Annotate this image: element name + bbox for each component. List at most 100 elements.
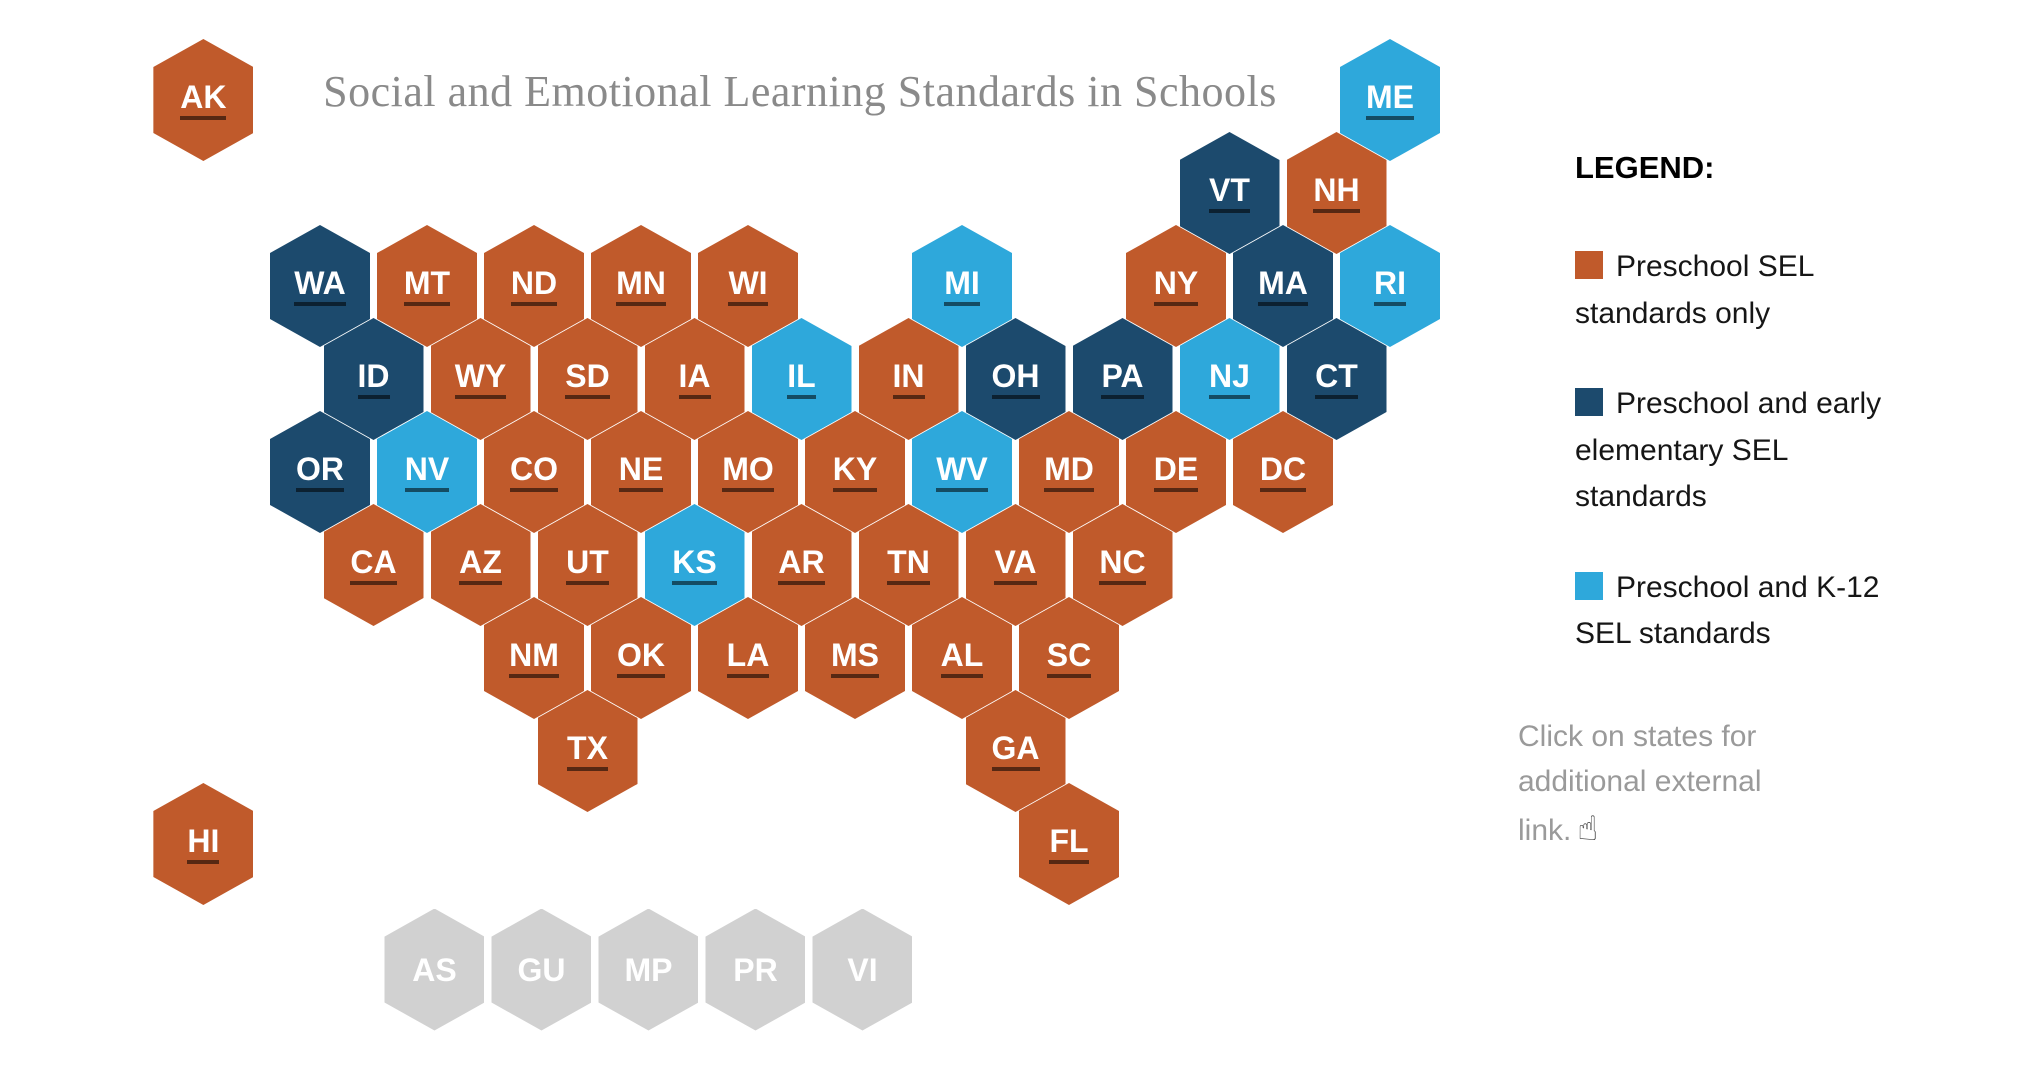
territory-label: VI (847, 951, 878, 988)
state-hex-CA[interactable]: CA (323, 504, 424, 626)
state-hex-OR[interactable]: OR (270, 411, 370, 533)
state-label: SC (1046, 639, 1092, 678)
state-label: MD (1044, 453, 1094, 492)
state-label: ND (510, 267, 558, 306)
legend-swatch-lightblue (1575, 571, 1603, 600)
state-hex-DE[interactable]: DE (1126, 411, 1226, 533)
state-hex-SD[interactable]: SD (537, 318, 638, 440)
state-label: CO (510, 453, 558, 492)
state-label: NV (404, 453, 450, 492)
state-hex-AR[interactable]: AR (751, 504, 852, 626)
state-hex-OH[interactable]: OH (965, 318, 1066, 440)
state-label: IL (787, 360, 816, 399)
state-hex-VA[interactable]: VA (965, 504, 1066, 626)
state-label: WI (728, 267, 768, 306)
state-label: FL (1049, 825, 1089, 864)
state-label: WY (454, 360, 507, 399)
state-hex-KY[interactable]: KY (805, 411, 905, 533)
state-hex-MI[interactable]: MI (912, 225, 1012, 347)
territory-hex-VI: VI (812, 908, 913, 1031)
territory-hex-GU: GU (491, 908, 592, 1031)
state-label: SD (565, 360, 610, 399)
state-label: DC (1259, 453, 1307, 492)
state-label: AR (778, 546, 825, 585)
state-label: NH (1313, 174, 1360, 213)
state-hex-CO[interactable]: CO (484, 411, 584, 533)
state-label: LA (726, 639, 770, 678)
state-hex-NV[interactable]: NV (377, 411, 477, 533)
state-hex-AZ[interactable]: AZ (430, 504, 531, 626)
state-hex-WA[interactable]: WA (270, 225, 370, 347)
state-label: CA (350, 546, 397, 585)
state-hex-IL[interactable]: IL (751, 318, 852, 440)
state-hex-MA[interactable]: MA (1233, 225, 1333, 347)
state-label: MI (944, 267, 980, 306)
state-label: RI (1374, 267, 1406, 306)
state-hex-NM[interactable]: NM (484, 597, 584, 719)
state-hex-CT[interactable]: CT (1286, 318, 1387, 440)
territory-label: MP (624, 951, 673, 988)
state-label: AK (180, 81, 227, 120)
state-hex-NC[interactable]: NC (1072, 504, 1173, 626)
territory-hex-AS: AS (384, 908, 485, 1031)
state-hex-WV[interactable]: WV (912, 411, 1012, 533)
state-hex-MT[interactable]: MT (377, 225, 477, 347)
legend-swatch-orange (1575, 251, 1603, 279)
state-hex-TN[interactable]: TN (858, 504, 959, 626)
state-label: KY (832, 453, 878, 492)
state-hex-KS[interactable]: KS (644, 504, 745, 626)
state-hex-ME[interactable]: ME (1340, 39, 1440, 161)
state-hex-AK[interactable]: AK (153, 39, 254, 161)
state-hex-UT[interactable]: UT (537, 504, 638, 626)
state-hex-NY[interactable]: NY (1126, 225, 1226, 347)
state-hex-GA[interactable]: GA (965, 690, 1066, 812)
state-label: MN (616, 267, 666, 306)
state-hex-NH[interactable]: NH (1286, 132, 1387, 254)
state-hex-OK[interactable]: OK (591, 597, 691, 719)
state-hex-PA[interactable]: PA (1072, 318, 1173, 440)
state-hex-LA[interactable]: LA (698, 597, 798, 719)
state-hex-SC[interactable]: SC (1019, 597, 1119, 719)
state-label: MA (1258, 267, 1308, 306)
state-hex-ND[interactable]: ND (484, 225, 584, 347)
state-label: WA (294, 267, 346, 306)
legend-heading: LEGEND: (1575, 150, 1715, 185)
state-hex-FL[interactable]: FL (1019, 783, 1119, 905)
state-label: TX (567, 732, 608, 771)
state-label: DE (1153, 453, 1199, 492)
state-hex-MN[interactable]: MN (591, 225, 691, 347)
state-label: GA (991, 732, 1040, 771)
state-hex-HI[interactable]: HI (153, 783, 254, 905)
state-hex-MO[interactable]: MO (698, 411, 798, 533)
state-hex-IN[interactable]: IN (858, 318, 959, 440)
state-hex-MS[interactable]: MS (805, 597, 905, 719)
state-hex-VT[interactable]: VT (1179, 132, 1280, 254)
state-label: HI (187, 825, 220, 864)
state-label: ID (357, 360, 390, 399)
state-label: OH (991, 360, 1040, 399)
state-hex-IA[interactable]: IA (644, 318, 745, 440)
state-label: UT (566, 546, 609, 585)
state-hex-TX[interactable]: TX (537, 690, 638, 812)
state-hex-ID[interactable]: ID (323, 318, 424, 440)
state-label: AZ (459, 546, 502, 585)
territory-label: AS (412, 951, 457, 988)
state-hex-MD[interactable]: MD (1019, 411, 1119, 533)
page-title: Social and Emotional Learning Standards … (323, 67, 1277, 116)
state-hex-WI[interactable]: WI (698, 225, 798, 347)
state-label: VA (994, 546, 1037, 585)
state-hex-AL[interactable]: AL (912, 597, 1012, 719)
territory-label: PR (733, 951, 778, 988)
legend-item-label: Preschool SEL standards only (1575, 250, 1814, 330)
state-hex-WY[interactable]: WY (430, 318, 531, 440)
state-hex-RI[interactable]: RI (1340, 225, 1440, 347)
state-label: CT (1315, 360, 1358, 399)
state-label: AL (940, 639, 984, 678)
state-hex-DC[interactable]: DC (1233, 411, 1333, 533)
state-label: NY (1153, 267, 1199, 306)
state-label: TN (887, 546, 930, 585)
state-hex-NE[interactable]: NE (591, 411, 691, 533)
state-hex-NJ[interactable]: NJ (1179, 318, 1280, 440)
legend-item-preschool-only: Preschool SEL standards only (1575, 244, 1920, 337)
